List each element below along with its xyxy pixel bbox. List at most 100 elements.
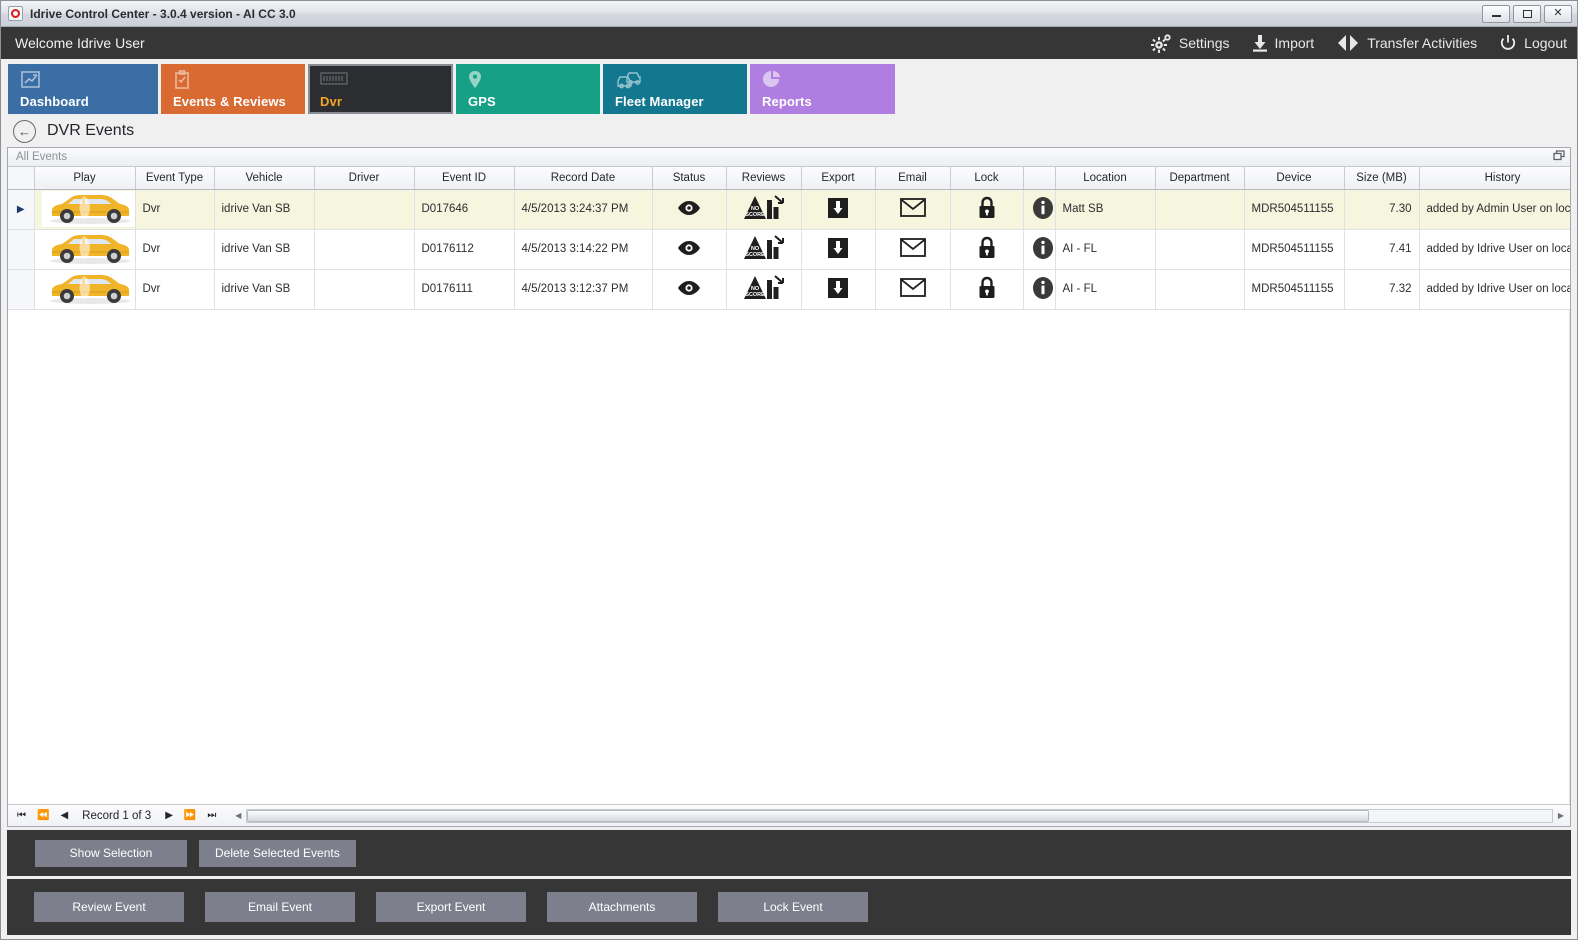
cell-lock[interactable] — [950, 269, 1024, 310]
next-page-button[interactable]: ⏩ — [183, 809, 197, 821]
row-selector[interactable] — [8, 269, 35, 310]
column-export[interactable]: Export — [801, 167, 876, 190]
column-record-date[interactable]: Record Date — [514, 167, 653, 190]
logout-label: Logout — [1524, 35, 1567, 51]
table-row[interactable]: ▶ — [8, 189, 1570, 230]
email-event-button[interactable]: Email Event — [205, 892, 355, 922]
target-circle-icon — [8, 6, 23, 21]
column-event-id[interactable]: Event ID — [414, 167, 515, 190]
close-button[interactable]: ✕ — [1544, 4, 1572, 23]
cell-email[interactable] — [875, 269, 951, 310]
transfer-activities-button[interactable]: Transfer Activities — [1336, 34, 1477, 52]
cell-location: AI - FL — [1055, 229, 1156, 270]
page-title: DVR Events — [47, 122, 135, 139]
logout-button[interactable]: Logout — [1499, 34, 1567, 52]
column-selector — [8, 167, 35, 190]
cell-export[interactable] — [801, 189, 876, 230]
cell-play[interactable] — [34, 229, 136, 270]
review-event-button[interactable]: Review Event — [34, 892, 184, 922]
column-event-type[interactable]: Event Type — [135, 167, 215, 190]
next-record-button[interactable]: ▶ — [165, 809, 173, 821]
cell-lock[interactable] — [950, 189, 1024, 230]
last-record-button[interactable]: ⏭ — [207, 809, 217, 821]
table-row[interactable]: Dvr idrive Van SB D0176111 4/5/2013 3:12… — [8, 269, 1570, 310]
first-record-button[interactable]: ⏮ — [17, 809, 26, 821]
attachments-button[interactable]: Attachments — [547, 892, 697, 922]
cell-export[interactable] — [801, 229, 876, 270]
restore-panel-icon[interactable] — [1553, 150, 1566, 164]
column-history[interactable]: History — [1419, 167, 1570, 190]
cell-email[interactable] — [875, 189, 951, 230]
column-lock[interactable]: Lock — [950, 167, 1024, 190]
header-actions: Settings Import — [1150, 33, 1567, 53]
column-department[interactable]: Department — [1155, 167, 1245, 190]
cell-play[interactable] — [34, 189, 136, 230]
settings-button[interactable]: Settings — [1150, 33, 1230, 53]
nav-tab-reports[interactable]: Reports — [750, 64, 895, 114]
pie-chart-icon — [762, 70, 883, 90]
eye-icon — [677, 280, 701, 299]
column-play[interactable]: Play — [34, 167, 136, 190]
cell-info[interactable] — [1023, 229, 1056, 270]
cell-play[interactable] — [34, 269, 136, 310]
column-device[interactable]: Device — [1244, 167, 1345, 190]
envelope-icon — [899, 198, 926, 220]
cell-department — [1155, 189, 1245, 230]
cell-email[interactable] — [875, 229, 951, 270]
column-driver[interactable]: Driver — [314, 167, 415, 190]
welcome-message: Welcome Idrive User — [15, 35, 145, 51]
horizontal-scrollbar[interactable]: ◀ ▶ — [232, 808, 1567, 823]
cell-location: Matt SB — [1055, 189, 1156, 230]
import-button[interactable]: Import — [1252, 34, 1314, 52]
cell-info[interactable] — [1023, 189, 1056, 230]
nav-tab-dashboard[interactable]: Dashboard — [8, 64, 158, 114]
no-score-chart-icon: NO SCORE — [741, 274, 787, 306]
lock-event-button[interactable]: Lock Event — [718, 892, 868, 922]
cell-reviews[interactable]: NO SCORE — [726, 269, 802, 310]
column-size[interactable]: Size (MB) — [1344, 167, 1420, 190]
table-row[interactable]: Dvr idrive Van SB D0176112 4/5/2013 3:14… — [8, 229, 1570, 270]
cell-department — [1155, 229, 1245, 270]
column-email[interactable]: Email — [875, 167, 951, 190]
maximize-button[interactable] — [1513, 4, 1541, 23]
events-grid-scroll[interactable]: Play Event Type Vehicle Driver Event ID … — [8, 167, 1570, 804]
row-selector[interactable]: ▶ — [8, 189, 35, 230]
column-location[interactable]: Location — [1055, 167, 1156, 190]
column-status[interactable]: Status — [652, 167, 727, 190]
cell-info[interactable] — [1023, 269, 1056, 310]
column-vehicle[interactable]: Vehicle — [214, 167, 315, 190]
info-icon — [1031, 236, 1055, 263]
nav-tab-gps[interactable]: GPS — [456, 64, 600, 114]
envelope-icon — [899, 278, 926, 300]
cell-device: MDR504511155 — [1244, 269, 1345, 310]
cell-record-date: 4/5/2013 3:24:37 PM — [514, 189, 653, 230]
cell-reviews[interactable]: NO SCORE — [726, 229, 802, 270]
scrollbar-track[interactable] — [246, 808, 1553, 823]
previous-record-button[interactable]: ◀ — [60, 809, 69, 821]
column-info[interactable] — [1023, 167, 1056, 190]
scrollbar-thumb[interactable] — [247, 809, 1370, 822]
cell-export[interactable] — [801, 269, 876, 310]
scroll-left-button[interactable]: ◀ — [235, 811, 242, 820]
back-arrow-icon[interactable]: ← — [13, 119, 36, 143]
cell-status[interactable] — [652, 189, 727, 230]
scroll-right-button[interactable]: ▶ — [1557, 811, 1565, 820]
svg-text:NO: NO — [750, 286, 758, 292]
cell-history: added by Idrive User on loca — [1419, 269, 1570, 310]
map-pin-icon — [468, 70, 588, 90]
nav-tab-events-reviews[interactable]: Events & Reviews — [161, 64, 305, 114]
nav-tab-fleet-manager[interactable]: Fleet Manager — [603, 64, 747, 114]
previous-page-button[interactable]: ⏪ — [37, 809, 50, 821]
show-selection-button[interactable]: Show Selection — [35, 839, 187, 867]
minimize-button[interactable] — [1482, 4, 1510, 23]
row-selector[interactable] — [8, 229, 35, 270]
cell-status[interactable] — [652, 229, 727, 270]
cell-lock[interactable] — [950, 229, 1024, 270]
delete-selected-events-button[interactable]: Delete Selected Events — [199, 839, 356, 867]
export-event-button[interactable]: Export Event — [376, 892, 526, 922]
window-controls: ✕ — [1482, 4, 1575, 23]
column-reviews[interactable]: Reviews — [726, 167, 802, 190]
cell-reviews[interactable]: NO SCORE — [726, 189, 802, 230]
nav-tab-dvr[interactable]: Dvr — [308, 64, 453, 114]
cell-status[interactable] — [652, 269, 727, 310]
